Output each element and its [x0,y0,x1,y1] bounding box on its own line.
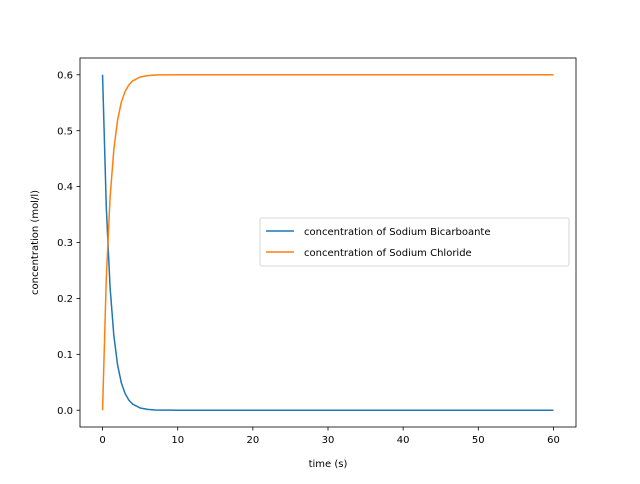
legend-label-sodium-chloride: concentration of Sodium Chloride [304,248,472,259]
series-line-sodium-bicarbonate [101,74,554,411]
x-tick-label: 60 [547,435,560,446]
y-tick-label: 0.2 [57,294,73,305]
x-tick-label: 0 [99,435,105,446]
x-tick-label: 40 [397,435,410,446]
legend-label-sodium-bicarbonate: concentration of Sodium Bicarboante [304,227,490,238]
y-tick-label: 0.0 [57,406,73,417]
y-tick-label: 0.6 [57,70,73,81]
x-tick-label: 20 [246,435,259,446]
y-tick-label: 0.5 [57,126,73,137]
series-layer [101,74,554,411]
legend-box [259,217,570,267]
series-line-sodium-chloride [101,74,554,411]
legend: concentration of Sodium Bicarboante conc… [259,217,570,267]
x-tick-label: 30 [322,435,335,446]
y-tick-label: 0.4 [57,182,73,193]
x-tick-label: 50 [472,435,485,446]
y-axis-ticks: 0.0 0.1 0.2 0.3 0.4 0.5 0.6 [57,70,80,417]
x-axis-label: time (s) [309,459,348,470]
y-tick-label: 0.3 [57,238,73,249]
y-axis-label: concentration (mol/l) [30,190,41,295]
y-tick-label: 0.1 [57,350,73,361]
x-tick-label: 10 [171,435,184,446]
x-axis-ticks: 0 10 20 30 40 50 60 [99,427,560,446]
